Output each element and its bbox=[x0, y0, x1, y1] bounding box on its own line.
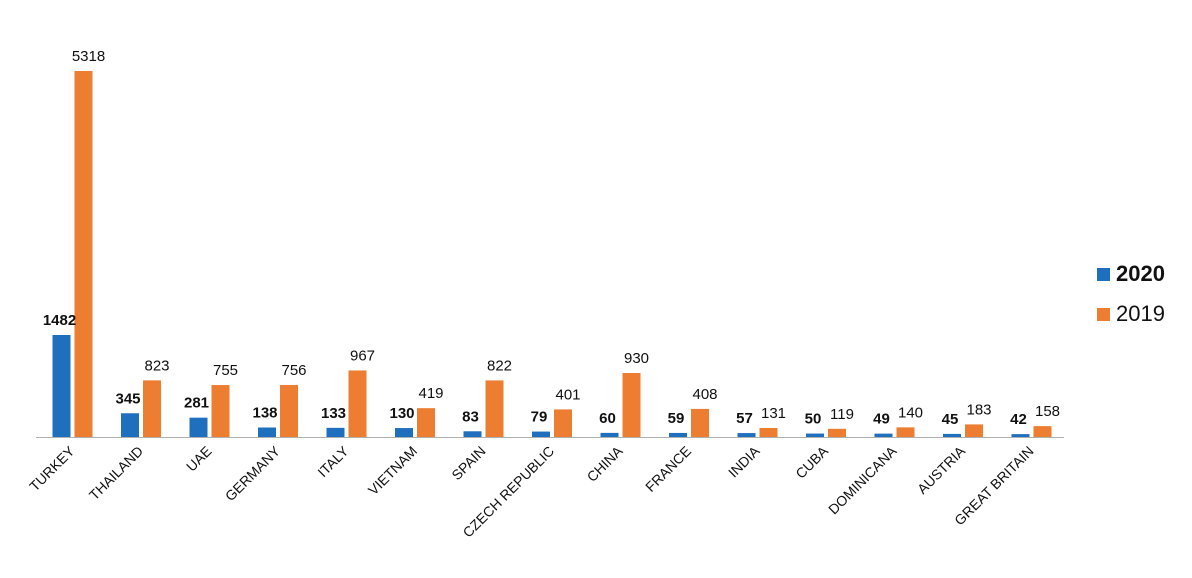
bar-2019-turkey bbox=[74, 71, 93, 437]
value-label-2020-france: 59 bbox=[668, 410, 685, 427]
bar-2019-cuba bbox=[828, 428, 846, 437]
bar-2019-czech-republic bbox=[554, 409, 572, 437]
value-label-2019-austria: 183 bbox=[966, 401, 991, 418]
bar-2020-uae bbox=[189, 417, 208, 437]
x-tick-label-india: INDIA bbox=[725, 442, 763, 480]
value-label-2019-spain: 822 bbox=[487, 357, 512, 374]
value-label-2020-austria: 45 bbox=[942, 411, 959, 428]
bar-2020-austria bbox=[943, 433, 961, 437]
bar-2020-turkey bbox=[52, 335, 71, 437]
bars-group bbox=[52, 71, 1052, 437]
x-tick-label-turkey: TURKEY bbox=[26, 442, 78, 494]
bar-2019-germany bbox=[280, 384, 298, 437]
value-label-2020-cuba: 50 bbox=[805, 411, 822, 428]
bar-2019-dominicana bbox=[896, 427, 915, 437]
bar-2019-spain bbox=[485, 380, 504, 437]
bar-2020-spain bbox=[463, 431, 482, 437]
x-tick-label-china: CHINA bbox=[584, 442, 627, 485]
bar-2019-great-britain bbox=[1033, 426, 1052, 437]
legend-item-2019: 2019 bbox=[1097, 294, 1165, 334]
value-label-2020-dominicana: 49 bbox=[873, 411, 890, 428]
value-label-2019-uae: 755 bbox=[213, 362, 238, 379]
bar-2020-dominicana bbox=[874, 433, 893, 437]
legend: 2020 2019 bbox=[1097, 254, 1165, 334]
legend-swatch-2020 bbox=[1097, 267, 1110, 281]
value-label-2019-dominicana: 140 bbox=[898, 404, 923, 421]
bar-2019-italy bbox=[348, 370, 367, 437]
legend-swatch-2019 bbox=[1097, 307, 1110, 321]
bar-2020-china bbox=[600, 432, 619, 437]
value-label-2020-spain: 83 bbox=[462, 408, 479, 425]
bar-2020-italy bbox=[326, 427, 345, 437]
bar-2019-vietnam bbox=[417, 408, 435, 437]
bar-2020-cuba bbox=[806, 433, 824, 437]
legend-item-2020: 2020 bbox=[1097, 254, 1165, 294]
bar-2019-austria bbox=[965, 424, 983, 437]
x-tick-label-uae: UAE bbox=[183, 443, 215, 475]
value-label-2019-thailand: 823 bbox=[144, 357, 169, 374]
value-label-2019-czech-republic: 401 bbox=[555, 386, 580, 403]
bar-2020-czech-republic bbox=[532, 431, 550, 437]
value-label-2020-india: 57 bbox=[736, 410, 753, 427]
legend-label-2019: 2019 bbox=[1116, 301, 1165, 326]
x-tick-label-thailand: THAILAND bbox=[86, 443, 146, 503]
bar-2019-uae bbox=[211, 385, 230, 437]
x-tick-label-spain: SPAIN bbox=[448, 443, 488, 483]
value-label-2019-vietnam: 419 bbox=[418, 385, 443, 402]
value-label-2020-great-britain: 42 bbox=[1010, 411, 1027, 428]
value-label-2019-india: 131 bbox=[761, 405, 786, 422]
bar-2020-thailand bbox=[121, 413, 139, 437]
bar-2019-thailand bbox=[143, 380, 161, 437]
value-label-2019-china: 930 bbox=[624, 350, 649, 367]
value-label-2020-china: 60 bbox=[599, 410, 616, 427]
value-label-2019-france: 408 bbox=[692, 386, 717, 403]
value-label-2020-vietnam: 130 bbox=[389, 405, 414, 422]
value-label-2019-italy: 967 bbox=[350, 347, 375, 364]
bar-2020-france bbox=[669, 432, 687, 437]
x-tick-labels-group: TURKEY THAILAND UAE GERMANY ITALY VIETNAM SPAI… bbox=[26, 442, 1036, 540]
legend-label-2020: 2020 bbox=[1116, 261, 1165, 286]
bar-2020-vietnam bbox=[395, 428, 413, 437]
x-tick-label-france: FRANCE bbox=[642, 443, 694, 495]
value-label-2020-uae: 281 bbox=[184, 395, 209, 412]
value-label-2020-thailand: 345 bbox=[115, 390, 140, 407]
bar-2020-great-britain bbox=[1011, 434, 1030, 437]
x-tick-label-italy: ITALY bbox=[314, 442, 352, 480]
bar-2020-germany bbox=[258, 427, 276, 437]
value-label-2019-turkey: 5318 bbox=[72, 48, 105, 65]
x-tick-label-dominicana: DOMINICANA bbox=[825, 442, 900, 517]
value-label-2019-germany: 756 bbox=[281, 362, 306, 379]
x-tick-label-germany: GERMANY bbox=[222, 442, 284, 504]
bar-2019-china bbox=[622, 372, 641, 437]
bar-2019-france bbox=[691, 408, 709, 437]
value-label-2020-turkey: 1482 bbox=[43, 312, 76, 329]
value-label-2020-germany: 138 bbox=[252, 405, 277, 422]
value-label-2020-czech-republic: 79 bbox=[531, 409, 548, 426]
x-tick-label-cuba: CUBA bbox=[792, 442, 831, 481]
value-label-2019-cuba: 119 bbox=[830, 406, 854, 423]
bar-2020-india bbox=[737, 433, 756, 437]
bar-2019-india bbox=[759, 427, 778, 437]
x-tick-label-vietnam: VIETNAM bbox=[365, 443, 420, 498]
value-label-2019-great-britain: 158 bbox=[1035, 403, 1060, 420]
x-tick-label-austria: AUSTRIA bbox=[914, 442, 969, 497]
value-label-2020-italy: 133 bbox=[321, 405, 346, 422]
